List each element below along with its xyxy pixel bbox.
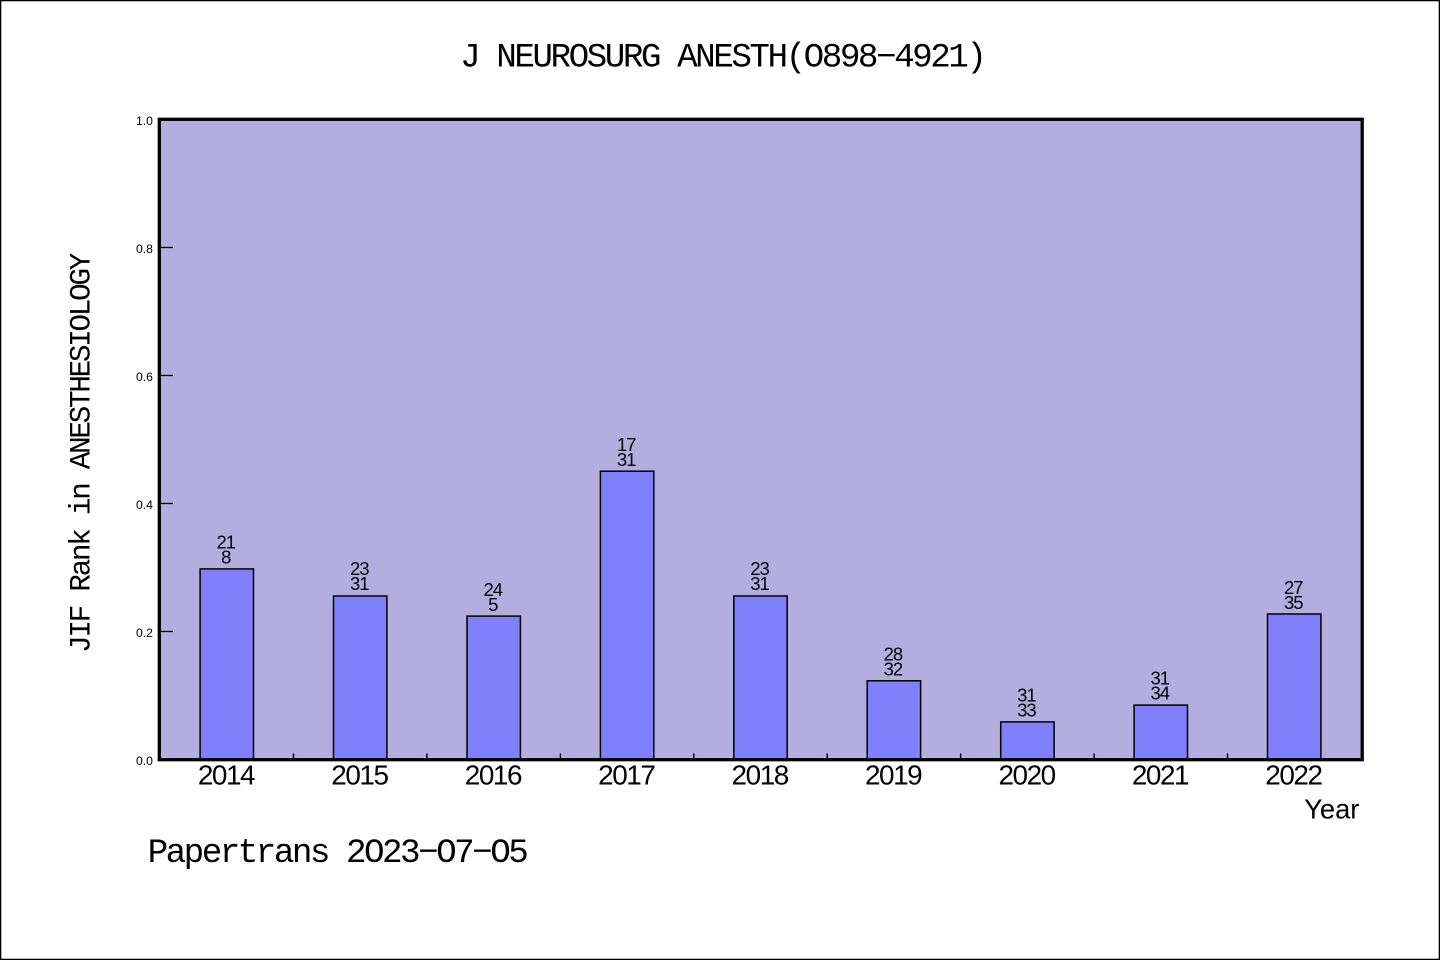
svg-text:5: 5 [488, 594, 498, 615]
svg-text:23: 23 [750, 558, 769, 579]
svg-text:31: 31 [617, 449, 636, 470]
svg-text:2022: 2022 [1265, 760, 1322, 791]
svg-text:JIF Rank in ANESTHESIOLOGY: JIF Rank in ANESTHESIOLOGY [65, 252, 99, 653]
svg-text:8: 8 [221, 547, 231, 568]
svg-text:31: 31 [1017, 685, 1036, 706]
svg-text:1.0: 1.0 [136, 114, 153, 128]
svg-text:33: 33 [1017, 700, 1036, 721]
svg-text:31: 31 [1151, 668, 1170, 689]
svg-text:0.4: 0.4 [136, 498, 153, 512]
svg-text:2019: 2019 [865, 760, 922, 791]
svg-text:23: 23 [350, 558, 369, 579]
svg-text:31: 31 [750, 573, 769, 594]
svg-text:17: 17 [617, 434, 636, 455]
svg-text:2017: 2017 [598, 760, 655, 791]
svg-text:2016: 2016 [465, 760, 522, 791]
svg-text:2014: 2014 [198, 760, 255, 791]
svg-text:32: 32 [884, 659, 903, 680]
svg-text:0.2: 0.2 [136, 626, 153, 640]
svg-text:2015: 2015 [331, 760, 388, 791]
svg-text:24: 24 [483, 579, 502, 600]
svg-text:Year: Year [1304, 794, 1359, 825]
svg-text:31: 31 [350, 573, 369, 594]
svg-text:0.0: 0.0 [136, 754, 153, 768]
svg-text:0.8: 0.8 [136, 242, 153, 256]
svg-text:34: 34 [1151, 683, 1170, 704]
svg-text:2021: 2021 [1132, 760, 1189, 791]
svg-text:0.6: 0.6 [136, 370, 153, 384]
svg-text:28: 28 [884, 644, 903, 665]
svg-text:2020: 2020 [998, 760, 1055, 791]
svg-text:2018: 2018 [732, 760, 789, 791]
svg-text:J NEUROSURG ANESTH(O898−4921): J NEUROSURG ANESTH(O898−4921) [460, 39, 984, 78]
svg-text:27: 27 [1284, 577, 1303, 598]
svg-text:Papertrans 2O23−O7−O5: Papertrans 2O23−O7−O5 [148, 834, 528, 873]
svg-text:35: 35 [1284, 592, 1303, 613]
svg-text:21: 21 [217, 532, 236, 553]
